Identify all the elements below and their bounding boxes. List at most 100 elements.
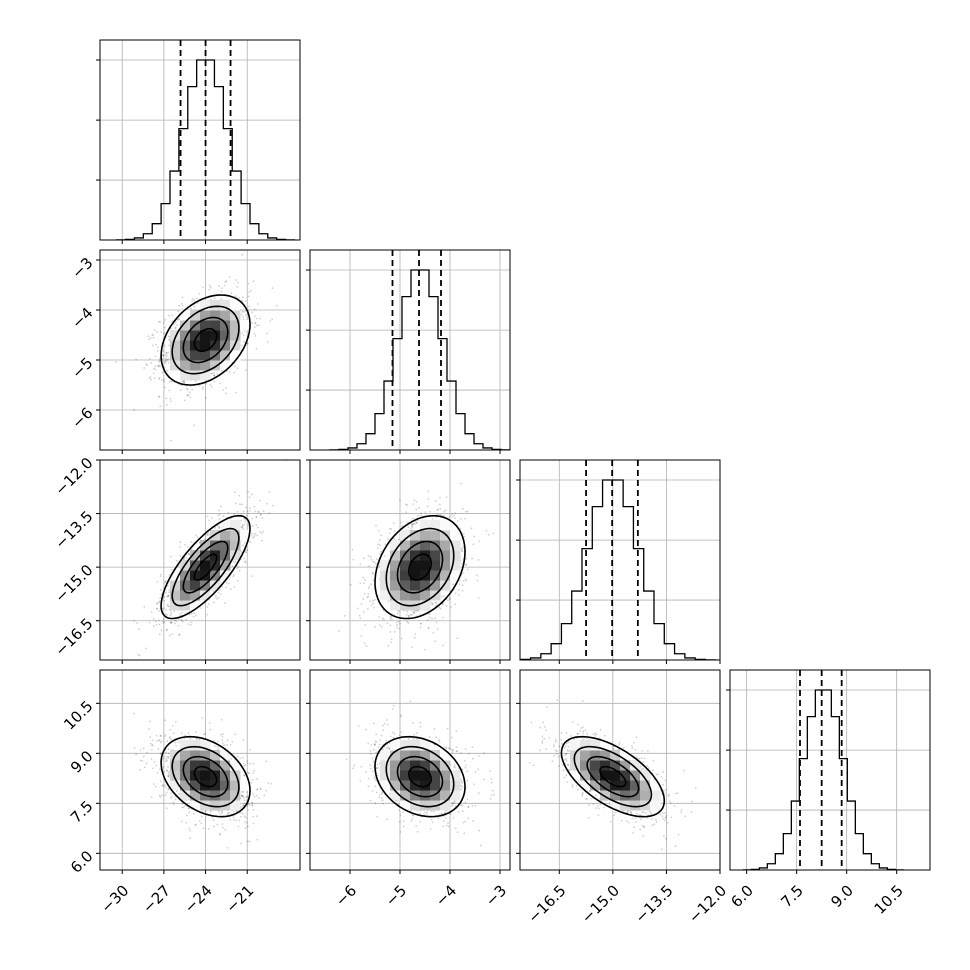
scatter-point	[564, 754, 566, 756]
density-cell	[230, 330, 241, 341]
scatter-point	[372, 602, 375, 605]
density-cell	[380, 580, 391, 591]
density-cell	[170, 760, 181, 771]
scatter-point	[413, 611, 416, 614]
density-cell	[390, 580, 401, 591]
scatter-point	[221, 823, 224, 825]
scatter-point	[150, 748, 153, 751]
density-cell	[650, 790, 661, 801]
scatter-point	[167, 605, 170, 608]
scatter-point	[174, 721, 177, 723]
scatter-point	[201, 286, 204, 289]
density-cell	[440, 520, 451, 531]
density-cell	[430, 580, 441, 591]
scatter-point	[209, 810, 212, 813]
contour-level-2	[573, 745, 653, 808]
scatter-point	[437, 817, 439, 820]
density-cell	[180, 360, 191, 371]
scatter-point	[259, 787, 262, 790]
scatter-point	[464, 564, 467, 567]
density-cell	[230, 770, 241, 781]
scatter-point	[389, 527, 391, 530]
scatter-point	[459, 527, 462, 530]
scatter-point	[382, 618, 385, 621]
scatter-point	[588, 790, 591, 793]
scatter-point	[532, 764, 535, 767]
scatter-point	[213, 745, 216, 748]
density-cell	[200, 340, 211, 351]
scatter-point	[157, 747, 160, 750]
scatter-point	[454, 766, 457, 769]
scatter-point	[554, 749, 557, 752]
scatter-point	[224, 602, 226, 604]
density-cell	[200, 760, 211, 771]
scatter-point	[369, 764, 372, 767]
panel-content	[520, 460, 720, 660]
scatter-point	[382, 724, 384, 727]
scatter-point	[407, 622, 410, 624]
scatter-point	[164, 360, 167, 363]
scatter-point	[175, 620, 178, 623]
scatter-point	[212, 374, 215, 377]
density-cell	[380, 750, 391, 761]
scatter-point	[159, 768, 161, 771]
scatter-point	[448, 747, 451, 750]
density-cell	[410, 570, 421, 581]
density-cell	[420, 800, 431, 811]
scatter-point	[237, 579, 239, 582]
scatter-point	[243, 310, 246, 313]
scatter-point	[378, 539, 381, 542]
scatter-point	[171, 633, 174, 636]
scatter-point	[352, 558, 355, 561]
scatter-point	[369, 752, 372, 755]
density-cell	[230, 780, 241, 791]
density-cell	[230, 550, 241, 561]
scatter-point	[461, 572, 464, 575]
scatter-point	[158, 396, 161, 399]
scatter-point	[265, 760, 268, 763]
density-cell	[210, 360, 221, 371]
scatter-point	[246, 825, 249, 828]
density-cell	[450, 770, 461, 781]
scatter-point	[587, 816, 590, 819]
scatter-point	[370, 558, 373, 561]
scatter-point	[184, 734, 187, 737]
scatter-point	[159, 575, 162, 578]
density-cell	[220, 750, 231, 761]
density-cell	[390, 550, 401, 561]
scatter-point	[158, 376, 161, 379]
density-cell	[190, 600, 201, 611]
scatter-point	[178, 633, 181, 636]
scatter-point	[218, 285, 221, 288]
scatter-point	[246, 510, 249, 513]
y-tick-label: −3	[68, 254, 96, 282]
scatter-point	[189, 737, 192, 740]
scatter-point	[639, 828, 642, 831]
scatter-point	[439, 507, 442, 510]
density-cell	[440, 800, 451, 811]
scatter-point	[373, 744, 376, 746]
scatter-point	[143, 367, 146, 369]
contour-level-3	[374, 735, 466, 818]
density-cell	[210, 540, 221, 551]
scatter-point	[257, 510, 259, 513]
scatter-point	[592, 803, 595, 806]
scatter-point	[360, 602, 363, 605]
density-cell	[230, 530, 241, 541]
scatter-point	[196, 302, 199, 304]
scatter-point	[156, 365, 159, 367]
scatter-point	[181, 802, 184, 805]
scatter-point	[234, 491, 236, 493]
scatter-point	[213, 372, 216, 374]
density-cell	[430, 560, 441, 571]
contour-level-0	[599, 765, 627, 788]
scatter-point	[168, 737, 171, 739]
scatter-point	[597, 807, 600, 810]
scatter-point	[589, 790, 591, 793]
scatter-point	[642, 835, 645, 838]
scatter-point	[638, 757, 641, 760]
panel-content	[310, 250, 510, 450]
scatter-point	[379, 739, 382, 742]
scatter-point	[148, 728, 151, 730]
scatter-point	[252, 537, 254, 539]
